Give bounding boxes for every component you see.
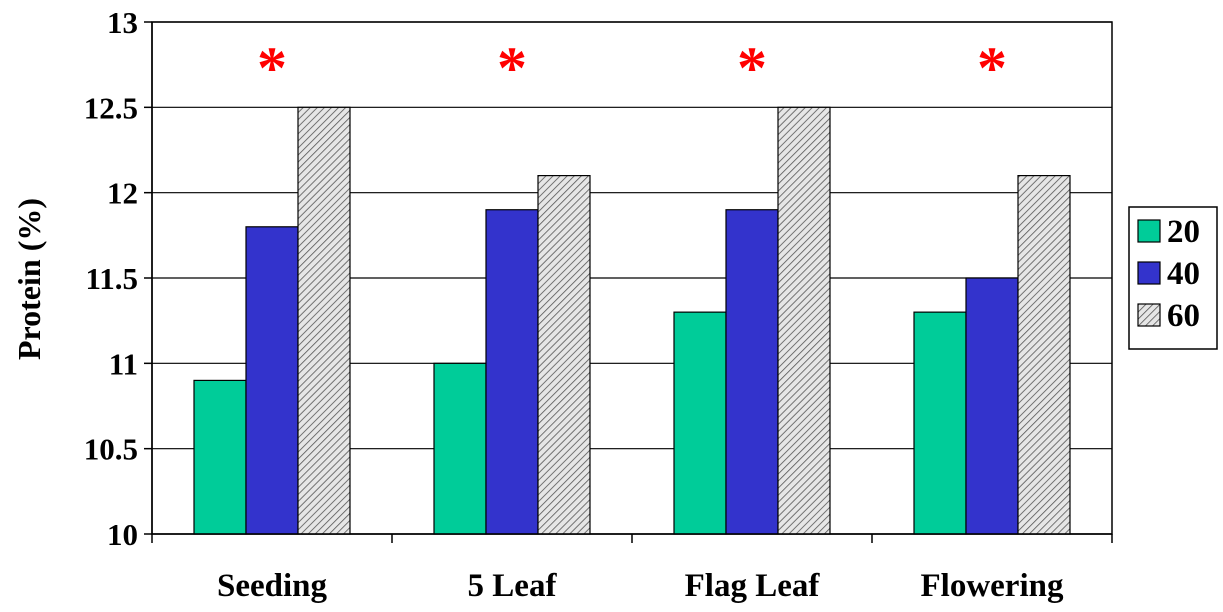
y-tick-label: 13 xyxy=(107,5,138,40)
y-tick-label: 12.5 xyxy=(84,90,138,125)
annotation-asterisk: * xyxy=(257,35,287,101)
bars-group xyxy=(193,106,1071,535)
annotation-asterisk: * xyxy=(497,35,527,101)
y-axis: 10 10.5 11 11.5 12 12.5 13 xyxy=(84,5,153,552)
bar xyxy=(777,106,831,535)
y-axis-title: Protein (%) xyxy=(11,198,47,360)
legend-swatch xyxy=(1137,303,1161,327)
bar xyxy=(433,362,487,535)
bar xyxy=(913,311,967,535)
x-category-label: Seeding xyxy=(217,568,328,604)
y-tick-label: 11.5 xyxy=(85,261,138,296)
bar xyxy=(673,311,727,535)
legend-label: 40 xyxy=(1167,256,1200,292)
annotations-group: * * * * xyxy=(257,35,1007,101)
bar xyxy=(965,277,1019,535)
bar xyxy=(537,175,591,535)
legend-label: 20 xyxy=(1167,214,1200,250)
x-category-label: Flag Leaf xyxy=(685,568,821,604)
annotation-asterisk: * xyxy=(737,35,767,101)
x-axis: Seeding 5 Leaf Flag Leaf Flowering xyxy=(151,533,1113,604)
y-tick-label: 12 xyxy=(107,176,138,211)
x-category-label: Flowering xyxy=(921,568,1064,604)
y-tick-label: 10.5 xyxy=(84,432,138,467)
bar xyxy=(485,209,539,535)
legend-swatch xyxy=(1137,219,1161,243)
y-tick-label: 10 xyxy=(107,517,138,552)
x-category-label: 5 Leaf xyxy=(468,568,558,604)
bar xyxy=(245,226,299,535)
legend: 20 40 60 xyxy=(1128,206,1218,350)
bar xyxy=(1017,175,1071,535)
bar xyxy=(297,106,351,535)
y-tick-label: 11 xyxy=(109,346,138,381)
bar xyxy=(193,379,247,535)
legend-swatch xyxy=(1137,261,1161,285)
bar xyxy=(725,209,779,535)
annotation-asterisk: * xyxy=(977,35,1007,101)
legend-label: 60 xyxy=(1167,298,1200,334)
